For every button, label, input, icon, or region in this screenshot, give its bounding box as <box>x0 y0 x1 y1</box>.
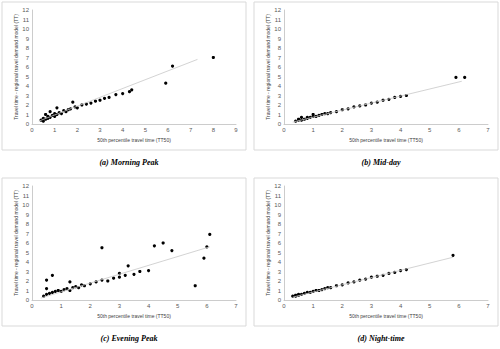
svg-text:10: 10 <box>22 26 29 32</box>
svg-text:4: 4 <box>147 303 151 309</box>
svg-text:9: 9 <box>278 36 282 42</box>
svg-text:4: 4 <box>26 259 30 265</box>
svg-text:7: 7 <box>26 231 30 237</box>
svg-text:4: 4 <box>121 127 125 133</box>
svg-text:50th percentile travel time (T: 50th percentile travel time (TT50) <box>349 313 423 319</box>
svg-text:8: 8 <box>26 45 30 51</box>
svg-text:Travel time - regional travel: Travel time - regional travel demand mod… <box>265 14 271 120</box>
svg-text:5: 5 <box>428 127 432 133</box>
svg-text:12: 12 <box>274 183 281 189</box>
svg-text:9: 9 <box>26 212 30 218</box>
svg-text:8: 8 <box>26 221 30 227</box>
svg-text:7: 7 <box>486 303 490 309</box>
svg-text:7: 7 <box>278 55 282 61</box>
svg-text:2: 2 <box>76 127 80 133</box>
svg-text:6: 6 <box>278 240 282 246</box>
svg-text:6: 6 <box>457 303 461 309</box>
svg-text:3: 3 <box>98 127 102 133</box>
svg-text:0: 0 <box>282 127 286 133</box>
svg-text:2: 2 <box>278 278 282 284</box>
svg-text:8: 8 <box>212 127 216 133</box>
svg-text:3: 3 <box>370 127 374 133</box>
svg-text:3: 3 <box>26 93 30 99</box>
svg-text:11: 11 <box>23 17 30 23</box>
svg-text:3: 3 <box>278 93 282 99</box>
svg-text:9: 9 <box>234 127 238 133</box>
svg-text:50th percentile travel time (T: 50th percentile travel time (TT50) <box>97 313 171 319</box>
svg-text:5: 5 <box>176 303 180 309</box>
svg-text:50th percentile travel time (T: 50th percentile travel time (TT50) <box>349 137 423 143</box>
svg-text:1: 1 <box>59 303 63 309</box>
svg-text:5: 5 <box>26 250 30 256</box>
svg-text:12: 12 <box>22 183 29 189</box>
svg-text:2: 2 <box>341 127 345 133</box>
svg-text:6: 6 <box>278 64 282 70</box>
svg-text:11: 11 <box>275 193 282 199</box>
svg-text:3: 3 <box>370 303 374 309</box>
svg-text:4: 4 <box>399 127 403 133</box>
svg-text:5: 5 <box>278 250 282 256</box>
svg-text:0: 0 <box>30 303 34 309</box>
svg-text:6: 6 <box>166 127 170 133</box>
svg-text:3: 3 <box>278 269 282 275</box>
svg-text:1: 1 <box>53 127 57 133</box>
svg-text:6: 6 <box>26 64 30 70</box>
svg-text:7: 7 <box>486 127 490 133</box>
svg-text:0: 0 <box>26 121 30 127</box>
svg-text:4: 4 <box>278 83 282 89</box>
svg-text:4: 4 <box>26 83 30 89</box>
svg-text:4: 4 <box>278 259 282 265</box>
svg-text:5: 5 <box>278 74 282 80</box>
svg-text:10: 10 <box>274 26 281 32</box>
svg-text:5: 5 <box>144 127 148 133</box>
svg-text:6: 6 <box>26 240 30 246</box>
svg-text:1: 1 <box>278 288 282 294</box>
svg-text:Travel time - regional travel: Travel time - regional travel demand mod… <box>13 14 19 120</box>
svg-text:10: 10 <box>274 202 281 208</box>
svg-text:1: 1 <box>278 112 282 118</box>
svg-text:8: 8 <box>278 221 282 227</box>
svg-text:2: 2 <box>278 102 282 108</box>
svg-text:9: 9 <box>26 36 30 42</box>
svg-text:1: 1 <box>26 112 30 118</box>
svg-text:12: 12 <box>274 7 281 13</box>
svg-text:6: 6 <box>205 303 209 309</box>
svg-text:(c) Evening Peak: (c) Evening Peak <box>101 334 158 343</box>
svg-text:7: 7 <box>26 55 30 61</box>
svg-text:(b) Mid-day: (b) Mid-day <box>362 158 401 167</box>
svg-text:4: 4 <box>399 303 403 309</box>
svg-text:50th percentile travel time (T: 50th percentile travel time (TT50) <box>97 137 171 143</box>
svg-text:5: 5 <box>26 74 30 80</box>
svg-text:9: 9 <box>278 212 282 218</box>
svg-text:10: 10 <box>22 202 29 208</box>
svg-text:11: 11 <box>275 17 282 23</box>
svg-text:7: 7 <box>234 303 238 309</box>
svg-text:Travel time - regional travel: Travel time - regional travel demand mod… <box>265 190 271 296</box>
svg-text:11: 11 <box>23 193 30 199</box>
svg-text:2: 2 <box>341 303 345 309</box>
svg-text:3: 3 <box>118 303 122 309</box>
svg-text:0: 0 <box>278 121 282 127</box>
svg-text:8: 8 <box>278 45 282 51</box>
svg-text:2: 2 <box>26 278 30 284</box>
svg-text:1: 1 <box>311 127 315 133</box>
svg-text:0: 0 <box>30 127 34 133</box>
svg-text:2: 2 <box>89 303 93 309</box>
svg-text:Travel time - regional travel: Travel time - regional travel demand mod… <box>13 190 19 296</box>
svg-text:0: 0 <box>278 297 282 303</box>
svg-text:5: 5 <box>428 303 432 309</box>
svg-text:0: 0 <box>282 303 286 309</box>
svg-text:(d) Night-time: (d) Night-time <box>358 334 405 343</box>
svg-text:1: 1 <box>311 303 315 309</box>
svg-text:2: 2 <box>26 102 30 108</box>
svg-text:1: 1 <box>26 288 30 294</box>
svg-text:12: 12 <box>22 7 29 13</box>
svg-text:7: 7 <box>189 127 193 133</box>
svg-text:7: 7 <box>278 231 282 237</box>
svg-text:0: 0 <box>26 297 30 303</box>
svg-text:(a) Morning Peak: (a) Morning Peak <box>99 158 158 167</box>
svg-text:3: 3 <box>26 269 30 275</box>
svg-text:6: 6 <box>457 127 461 133</box>
